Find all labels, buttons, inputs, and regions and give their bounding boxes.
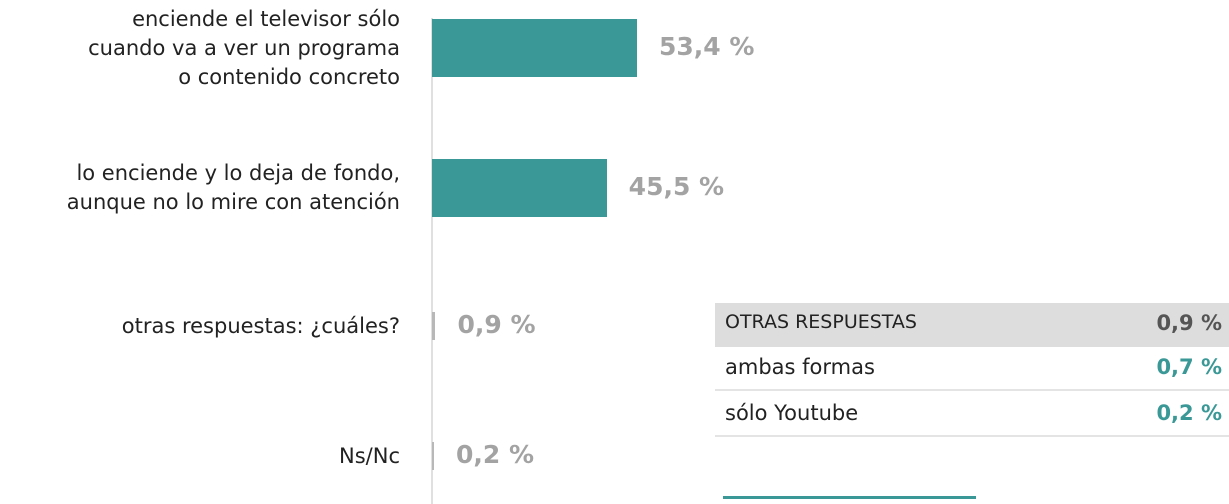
row-label: OTRAS RESPUESTAS — [725, 311, 917, 333]
category-label: otras respuestas: ¿cuáles? — [121, 313, 400, 338]
axis-line — [431, 18, 433, 504]
row-value: 0,7 % — [1156, 355, 1222, 379]
row-value: 0,2 % — [1156, 401, 1222, 425]
value-label: 0,2 % — [456, 440, 535, 469]
category-label: lo enciende y lo deja de fondo, aunque n… — [66, 161, 400, 214]
category-label: enciende el televisor sólo cuando va a v… — [88, 6, 400, 89]
category-label: Ns/Nc — [339, 443, 400, 468]
table-row: OTRAS RESPUESTAS 0,9 % — [715, 303, 1229, 347]
underline — [723, 496, 976, 499]
row-label: sólo Youtube — [725, 401, 859, 425]
table-row: sólo Youtube 0,2 % — [715, 393, 1229, 437]
row-value: 0,9 % — [1156, 311, 1222, 335]
bar — [432, 312, 436, 340]
value-label: 0,9 % — [457, 310, 536, 339]
bar — [432, 19, 637, 77]
row-label: ambas formas — [725, 355, 875, 379]
bar — [432, 442, 434, 470]
value-label: 53,4 % — [659, 32, 755, 61]
table-row: ambas formas 0,7 % — [715, 347, 1229, 391]
bar — [432, 159, 607, 217]
value-label: 45,5 % — [628, 172, 725, 201]
